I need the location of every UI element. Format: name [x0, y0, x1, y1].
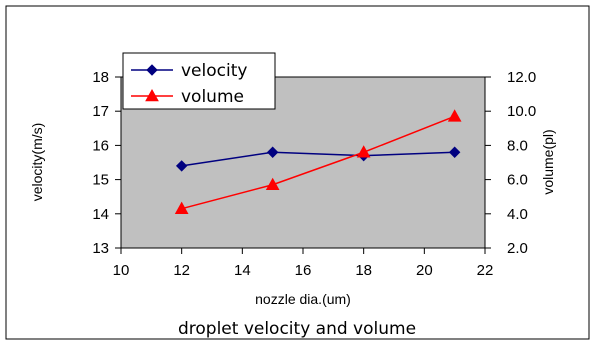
y-right-tick-label: 2.0	[507, 240, 528, 257]
x-tick-label: 20	[416, 262, 433, 279]
y-axis-left: 13 14 15 16 17 18	[92, 69, 121, 257]
x-tick-label: 14	[234, 262, 251, 279]
velocity-point	[175, 160, 188, 172]
y-left-tick-label: 17	[92, 103, 109, 120]
velocity-line	[181, 151, 455, 167]
volume-point	[265, 177, 280, 191]
y-right-tick-label: 12.0	[507, 69, 536, 86]
x-tick-label: 12	[173, 262, 190, 279]
chart-caption: droplet velocity and volume	[178, 319, 416, 339]
volume-point	[356, 145, 371, 158]
velocity-point	[266, 146, 279, 158]
x-tick-label: 10	[113, 262, 130, 279]
y-right-tick-label: 4.0	[507, 206, 528, 223]
volume-point	[174, 201, 189, 214]
legend-marker	[146, 64, 158, 76]
series-layer	[174, 109, 462, 214]
legend: velocity volume	[122, 52, 276, 110]
velocity-point	[448, 146, 461, 158]
volume-point	[447, 109, 462, 122]
x-tick-label: 16	[295, 262, 312, 279]
y-right-axis-title: volume(pl)	[540, 129, 556, 194]
legend-label: volume	[181, 87, 244, 107]
y-left-tick-label: 16	[92, 137, 109, 154]
y-left-tick-label: 14	[92, 206, 109, 223]
legend-marker	[145, 88, 159, 102]
y-left-tick-label: 18	[92, 69, 109, 86]
y-right-tick-label: 6.0	[507, 172, 528, 189]
x-axis-title: nozzle dia.(um)	[255, 291, 351, 307]
y-left-tick-label: 13	[92, 240, 109, 257]
y-left-tick-label: 15	[92, 172, 109, 189]
x-tick-label: 22	[477, 262, 494, 279]
volume-line	[181, 115, 455, 210]
y-left-axis-title: velocity(m/s)	[29, 123, 45, 202]
x-axis: 10 12 14 16 18 20 22	[113, 248, 494, 279]
legend-label: velocity	[181, 61, 247, 81]
y-right-tick-label: 10.0	[507, 103, 536, 120]
x-tick-label: 18	[355, 262, 372, 279]
y-axis-right: 2.0 4.0 6.0 8.0 10.0 12.0	[485, 69, 536, 257]
y-right-tick-label: 8.0	[507, 137, 528, 154]
